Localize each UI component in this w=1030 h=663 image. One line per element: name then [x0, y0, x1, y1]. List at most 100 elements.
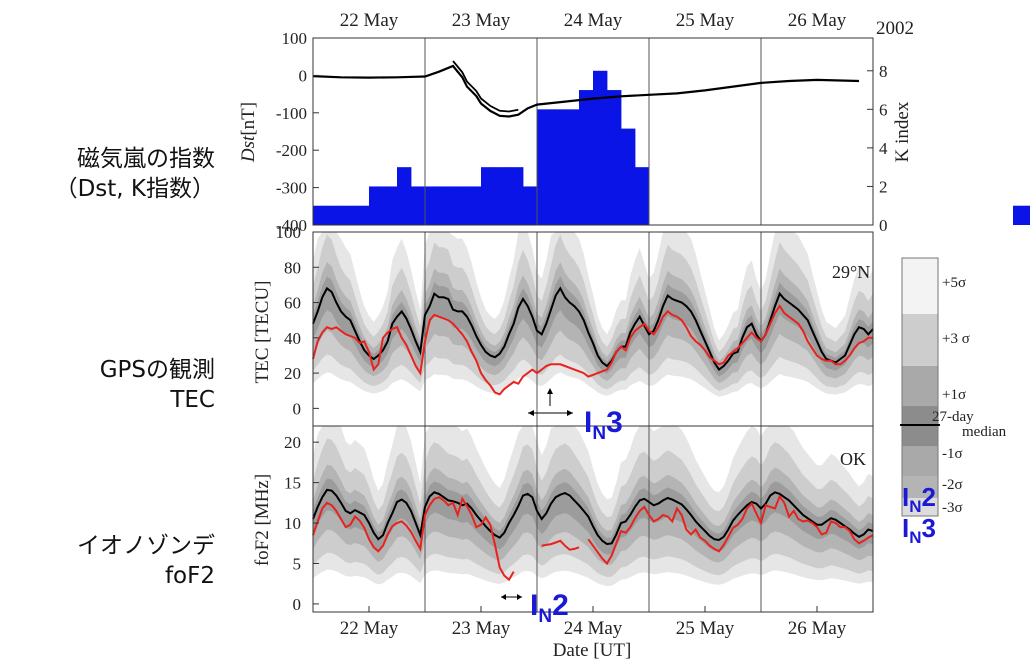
dst-tick-label: 100	[282, 29, 308, 48]
legend-block-minus3	[902, 498, 938, 516]
gps-tec-line2: TEC	[170, 386, 215, 413]
k-index-bar	[593, 70, 608, 225]
x-axis-label: Date [UT]	[553, 640, 632, 661]
y-tick-label: 80	[284, 258, 301, 277]
k-index-bar	[355, 205, 370, 225]
legend-plus3: +3 σ	[942, 331, 970, 347]
k-tick-label: 4	[879, 139, 888, 158]
legend-block-plus1	[902, 366, 938, 406]
dst-tick-label: -300	[276, 179, 307, 198]
k-index-bar	[579, 90, 594, 225]
k-index-bar	[397, 167, 412, 225]
legend-block-median-upper	[902, 406, 938, 424]
k-axis-label: K index	[892, 101, 913, 162]
y-tick-label: 10	[284, 514, 301, 533]
fof2-location-label: OK	[840, 449, 866, 469]
fof2-sigma-bands	[313, 426, 873, 586]
k-index-bar	[1027, 205, 1030, 225]
legend-frame	[901, 257, 939, 517]
k-index-bar	[425, 186, 440, 225]
legend-plus5: +5σ	[942, 275, 966, 291]
in3-annotation: IN3	[528, 388, 623, 444]
k-index-bar	[453, 186, 468, 225]
top-day-label: 23 May	[452, 10, 511, 31]
tec-panel: 100 80 60 40 20 0 29°N TEC [TECU]	[252, 223, 874, 427]
k-tick-label: 2	[879, 177, 888, 196]
y-tick-label: 20	[284, 433, 301, 452]
dst-tick-label: 0	[299, 66, 308, 85]
year-label: 2002	[876, 18, 914, 39]
k-tick-label: 0	[879, 216, 888, 235]
k-index-bar	[481, 167, 496, 225]
legend-block-plus5	[902, 258, 938, 314]
dst-series-line	[312, 64, 860, 118]
sigma2-band	[313, 464, 873, 565]
sigma1-band	[313, 478, 873, 555]
x-tick-label: 22 May	[340, 618, 399, 639]
legend-minus2: -2σ	[942, 477, 963, 493]
tec-y-ticks: 100 80 60 40 20 0	[276, 223, 319, 418]
observed-series-line	[312, 496, 515, 582]
tec-location-label: 29°N	[832, 262, 870, 282]
median-series-line	[312, 286, 874, 372]
observed-series-line	[541, 539, 580, 551]
legend-minus3: -3σ	[942, 500, 963, 516]
k-index-bar	[551, 109, 566, 225]
y-tick-label: 15	[284, 474, 301, 493]
k-index-bar	[411, 186, 426, 225]
y-tick-label: 20	[284, 364, 301, 383]
storm-index-line2: （Dst, K指数）	[54, 175, 215, 202]
k-index-bar	[341, 205, 356, 225]
fof2-axis-label: foF2 [MHz]	[252, 474, 273, 566]
in2-label: IN2	[530, 589, 569, 627]
gps-tec-line1: GPSの観測	[99, 357, 215, 383]
legend-27day: 27-day	[932, 409, 974, 425]
dst-axis-label-unit: [nT]	[238, 102, 259, 136]
dst-y-ticks: 100 0 -100 -200 -300 -400	[276, 29, 319, 235]
k-index-bar	[495, 167, 510, 225]
k-tick-label: 8	[879, 62, 888, 81]
observed-series-line	[312, 304, 873, 396]
legend-block-minus1	[902, 446, 938, 476]
y-tick-label: 40	[284, 329, 301, 348]
legend-minus1: -1σ	[942, 446, 963, 462]
y-tick-label: 0	[293, 399, 302, 418]
tec-sigma-bands	[313, 232, 873, 397]
k-index-bar	[607, 90, 622, 225]
k-index-bar	[313, 205, 328, 225]
top-day-labels: 22 May 23 May 24 May 25 May 26 May	[340, 10, 847, 31]
tec-lines	[312, 286, 874, 396]
legend-block-median-lower	[902, 424, 938, 446]
gps-tec-label: GPSの観測 TEC	[100, 356, 215, 416]
k-y-ticks: 8 6 4 2 0	[867, 62, 888, 235]
dst-panel-frame	[312, 37, 874, 226]
dst-day-dividers	[424, 38, 762, 225]
y-tick-label: 0	[293, 595, 302, 614]
k-index-bar	[537, 109, 552, 225]
k-index-bar	[1013, 205, 1028, 225]
dst-line	[312, 60, 860, 118]
ionosonde-label: イオノゾンデ foF2	[77, 532, 215, 592]
median-series-line	[312, 488, 874, 546]
dst-axis-label-italic: Dst	[238, 135, 259, 163]
k-index-bar	[635, 167, 650, 225]
tec-axis-label: TEC [TECU]	[252, 281, 273, 384]
ionosonde-line2: foF2	[164, 562, 215, 589]
in3-label: IN3	[584, 406, 623, 444]
dst-tick-label: -200	[276, 141, 307, 160]
fof2-lines	[312, 488, 874, 582]
k-index-bar	[439, 186, 454, 225]
k-index-bars	[313, 70, 1030, 225]
legend-block-plus3	[902, 314, 938, 366]
dst-axis-label: Dst[nT]	[238, 102, 259, 163]
dst-series-line-upper	[452, 60, 519, 113]
x-tick-label: 23 May	[452, 618, 511, 639]
top-day-label: 22 May	[340, 10, 399, 31]
top-day-label: 25 May	[676, 10, 735, 31]
y-tick-label: 100	[276, 223, 302, 242]
storm-index-label: 磁気嵐の指数 （Dst, K指数）	[55, 145, 215, 205]
x-tick-label: 24 May	[564, 618, 623, 639]
